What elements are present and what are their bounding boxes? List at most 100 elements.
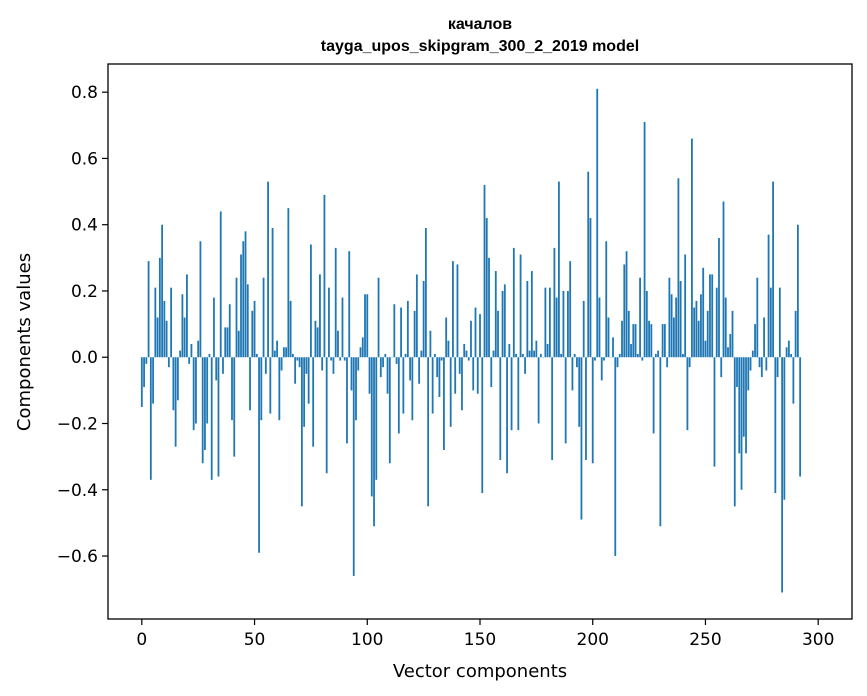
- bar: [571, 357, 574, 391]
- bar: [652, 357, 655, 434]
- bar: [192, 357, 195, 431]
- bar: [569, 261, 572, 358]
- bar: [332, 357, 335, 374]
- bar: [454, 357, 457, 394]
- x-axis: 0 50 100 150 200 250 300: [136, 619, 834, 650]
- bar: [483, 184, 486, 358]
- bar: [249, 357, 251, 411]
- bar: [409, 357, 412, 381]
- bar: [670, 294, 673, 358]
- bar: [616, 357, 619, 368]
- y-tick-label: −0.4: [57, 481, 98, 501]
- bar: [181, 294, 184, 358]
- bar: [461, 357, 463, 411]
- bar: [422, 281, 425, 358]
- chart-subtitle: tayga_upos_skipgram_300_2_2019 model: [321, 38, 639, 55]
- bar: [397, 357, 400, 434]
- bar: [713, 357, 716, 467]
- bar: [246, 284, 249, 358]
- bar: [348, 251, 351, 358]
- bar: [143, 357, 145, 388]
- bar: [794, 310, 797, 358]
- bar: [278, 357, 281, 421]
- bar: [738, 357, 741, 454]
- bar: [357, 357, 360, 371]
- bar: [544, 287, 547, 358]
- bar: [706, 310, 709, 358]
- bar: [443, 357, 445, 451]
- bar: [395, 357, 398, 364]
- bar: [700, 294, 702, 358]
- bar: [294, 357, 297, 384]
- bar: [787, 340, 790, 358]
- bar: [303, 357, 306, 427]
- bar: [438, 357, 441, 397]
- bar: [479, 314, 481, 358]
- bar: [668, 277, 671, 358]
- bar: [253, 300, 256, 358]
- bar: [179, 350, 182, 358]
- bar: [186, 274, 188, 358]
- bar: [255, 353, 258, 358]
- bar: [562, 290, 565, 358]
- bar: [612, 337, 614, 358]
- bar: [350, 357, 353, 391]
- bar: [386, 357, 389, 394]
- bar: [672, 317, 675, 358]
- bar: [641, 357, 644, 361]
- bar: [228, 304, 231, 358]
- bar: [492, 350, 495, 358]
- bar: [282, 347, 285, 358]
- bar: [240, 254, 242, 358]
- bar: [499, 357, 502, 460]
- x-tick-label: 250: [689, 630, 721, 650]
- bar: [273, 350, 276, 358]
- bar: [172, 357, 175, 411]
- bar: [156, 317, 159, 358]
- bar: [260, 357, 263, 421]
- bar: [341, 297, 344, 358]
- bar: [176, 357, 179, 401]
- bar: [440, 357, 443, 361]
- bar: [503, 284, 506, 358]
- bar: [382, 357, 384, 368]
- bar: [659, 357, 662, 527]
- x-axis-label: Vector components: [393, 661, 567, 682]
- bar: [276, 340, 278, 358]
- bar: [411, 357, 414, 421]
- bar: [530, 271, 533, 358]
- bar: [494, 271, 497, 358]
- bar: [267, 181, 269, 358]
- bar: [528, 350, 531, 358]
- bar: [226, 327, 229, 358]
- bar: [429, 330, 432, 358]
- bar: [481, 357, 484, 494]
- bar: [623, 264, 626, 358]
- bar: [472, 357, 475, 391]
- bar: [521, 353, 524, 358]
- bar: [424, 228, 427, 358]
- bar: [515, 353, 517, 358]
- bar: [643, 121, 646, 358]
- bar: [379, 357, 382, 378]
- bar: [343, 357, 346, 361]
- x-tick-label: 150: [464, 630, 496, 650]
- bar: [330, 357, 333, 361]
- bar: [591, 357, 594, 464]
- bar: [709, 274, 711, 358]
- y-tick-label: 0.2: [71, 282, 98, 302]
- bar: [675, 297, 678, 358]
- bar: [695, 300, 698, 358]
- bar: [418, 357, 421, 384]
- bar: [321, 357, 324, 371]
- bar: [727, 347, 729, 358]
- bar: [790, 353, 793, 358]
- bar: [458, 357, 461, 374]
- bar: [742, 357, 745, 437]
- bar: [546, 343, 549, 358]
- bar: [361, 337, 364, 358]
- bar: [774, 357, 777, 494]
- bar: [632, 324, 635, 358]
- bar: [217, 357, 220, 477]
- bar: [686, 357, 689, 431]
